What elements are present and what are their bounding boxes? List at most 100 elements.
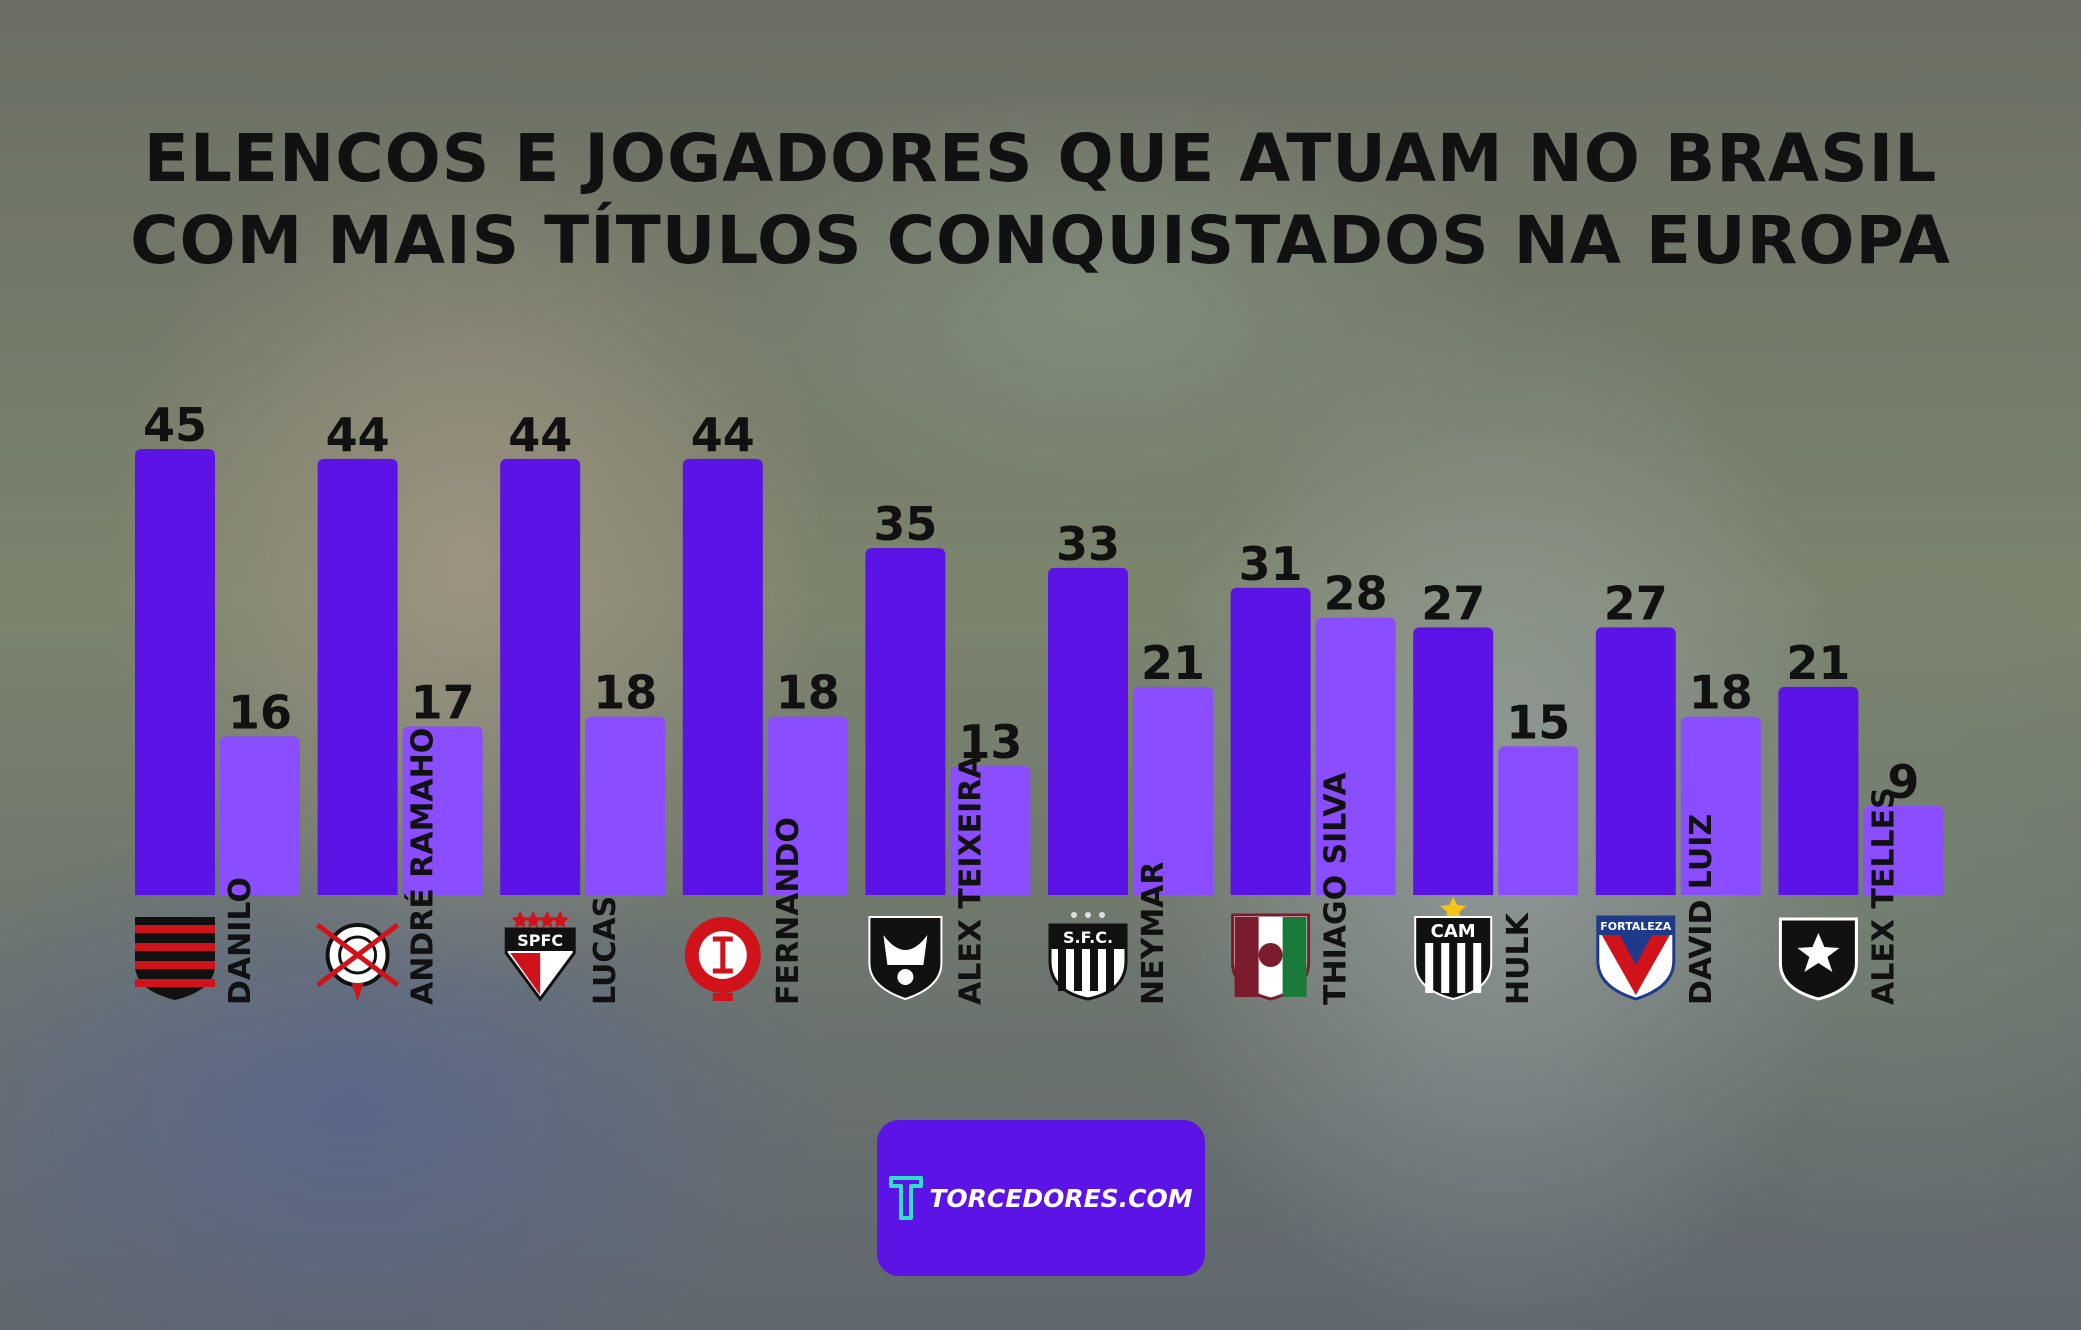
- player-name-label: THIAGO SILVA: [1319, 772, 1354, 1005]
- logo-text: TORCEDORES.COM: [929, 1183, 1193, 1213]
- bar-group: 44 18 LUCAS SPFC: [500, 408, 666, 1005]
- fortaleza-crest-icon: FORTALEZA: [1596, 915, 1676, 1001]
- team-value-label: 33: [1056, 517, 1120, 571]
- player-name-label: DANILO: [223, 877, 258, 1005]
- corinthians-crest-icon-part: [351, 983, 364, 1001]
- player-value-label: 21: [1141, 636, 1205, 690]
- botafogo-crest-icon-part: [1797, 933, 1840, 972]
- team-bar: [135, 449, 215, 895]
- atletico-mineiro-crest-icon-text: CAM: [1431, 921, 1476, 942]
- atletico-mineiro-crest-icon: CAM: [1414, 897, 1493, 1001]
- player-name-label: NEYMAR: [1136, 862, 1171, 1006]
- torcedores-t-icon: [889, 1176, 924, 1220]
- team-value-label: 44: [326, 408, 390, 462]
- team-value-label: 35: [873, 497, 937, 551]
- santos-crest-icon-part: [1058, 949, 1066, 991]
- team-bar: [865, 548, 946, 895]
- team-bar: [1778, 686, 1859, 895]
- corinthians-crest-icon-part: [338, 935, 378, 975]
- player-name-label: ANDRÉ RAMAHO: [405, 728, 441, 1005]
- title-line-1: ELENCOS E JOGADORES QUE ATUAM NO BRASIL: [143, 120, 1938, 197]
- team-value-label: 31: [1239, 537, 1303, 591]
- santos-crest-icon-part: [1074, 949, 1082, 991]
- player-name-label: FERNANDO: [771, 817, 806, 1005]
- player-value-label: 13: [958, 715, 1022, 769]
- santos-crest-icon-part: [1050, 925, 1126, 949]
- team-value-label: 27: [1421, 576, 1485, 630]
- player-value-label: 18: [593, 666, 657, 720]
- player-value-label: 15: [1506, 695, 1570, 749]
- santos-crest-icon-part: [1099, 912, 1105, 918]
- fortaleza-crest-icon-part: [1597, 917, 1674, 935]
- player-name-label: ALEX TELLES: [1866, 787, 1901, 1005]
- sao-paulo-crest-icon-part: [510, 953, 541, 995]
- player-name-label: HULK: [1501, 911, 1536, 1005]
- player-name-label: LUCAS: [588, 896, 623, 1005]
- internacional-crest-icon-part: [712, 993, 733, 1001]
- fluminense-crest-icon-part: [1282, 917, 1307, 997]
- atletico-mineiro-crest-icon-part: [1414, 916, 1493, 1001]
- internacional-crest-icon-part: [712, 936, 733, 974]
- atletico-mineiro-crest-icon-part: [1425, 943, 1434, 993]
- santos-crest-icon-part: [1071, 912, 1077, 918]
- player-bar: [1498, 746, 1579, 895]
- bar-group: 44 18 FERNANDO: [682, 408, 848, 1005]
- internacional-crest-icon: [684, 917, 761, 1001]
- sao-paulo-crest-icon-part: [506, 929, 575, 951]
- team-bar: [500, 458, 581, 895]
- santos-crest-icon: S.F.C.: [1048, 912, 1128, 1001]
- team-bar: [1595, 627, 1676, 895]
- bar-group: 45 16 DANILO: [135, 398, 300, 1005]
- player-value-label: 16: [228, 685, 292, 739]
- team-bar: [317, 458, 398, 895]
- player-value-label: 18: [776, 666, 840, 720]
- bar-group: 31 28 THIAGO SILVA: [1230, 537, 1396, 1005]
- player-name-label: DAVID LUIZ: [1684, 814, 1719, 1005]
- fortaleza-crest-icon-text: FORTALEZA: [1600, 920, 1672, 933]
- bar-group: 33 21 NEYMAR S.F.C.: [1048, 517, 1213, 1005]
- player-bar: [1315, 617, 1396, 895]
- sao-paulo-crest-icon-text: SPFC: [517, 931, 563, 950]
- team-bar: [1230, 587, 1311, 895]
- bar-group: 27 15 HULK CAM: [1413, 576, 1579, 1005]
- vasco-crest-icon-part: [883, 935, 928, 965]
- player-bar: [220, 736, 300, 895]
- vasco-crest-icon: [868, 916, 943, 1001]
- team-bar: [1413, 627, 1494, 895]
- sao-paulo-crest-icon-part: [524, 911, 543, 928]
- team-value-label: 44: [508, 408, 572, 462]
- fortaleza-crest-icon-part: [1619, 935, 1652, 965]
- flamengo-crest-icon: [135, 917, 215, 1000]
- fluminense-crest-icon-part: [1234, 917, 1259, 997]
- flamengo-crest-icon-part: [135, 961, 215, 969]
- player-value-label: 18: [1689, 666, 1753, 720]
- player-value-label: 28: [1324, 566, 1388, 620]
- santos-crest-icon-text: S.F.C.: [1063, 928, 1113, 947]
- corinthians-crest-icon: [316, 923, 400, 1001]
- atletico-mineiro-crest-icon-part: [1457, 943, 1466, 993]
- santos-crest-icon-part: [1106, 949, 1114, 991]
- santos-crest-icon-part: [1085, 912, 1091, 918]
- player-bar: [1863, 805, 1944, 895]
- player-bar: [1133, 686, 1213, 895]
- sao-paulo-crest-icon-part: [551, 911, 570, 928]
- title-line-2: COM MAIS TÍTULOS CONQUISTADOS NA EUROPA: [130, 202, 1951, 279]
- sao-paulo-crest-icon-part: [538, 911, 557, 928]
- fluminense-crest-icon-part: [1258, 943, 1283, 967]
- torcedores-logo[interactable]: TORCEDORES.COM: [877, 1120, 1205, 1276]
- player-value-label: 9: [1887, 755, 1919, 809]
- vasco-crest-icon-part: [897, 969, 914, 985]
- player-bar: [950, 766, 1031, 895]
- player-bar: [402, 726, 483, 895]
- atletico-mineiro-crest-icon-part: [1440, 897, 1467, 921]
- santos-crest-icon-part: [1090, 949, 1098, 991]
- team-bar: [1048, 567, 1128, 895]
- sao-paulo-crest-icon-part: [511, 911, 530, 928]
- team-bar: [682, 458, 763, 895]
- sao-paulo-crest-icon: SPFC: [504, 911, 576, 1002]
- player-bar: [767, 716, 848, 895]
- flamengo-crest-icon-part: [135, 979, 215, 987]
